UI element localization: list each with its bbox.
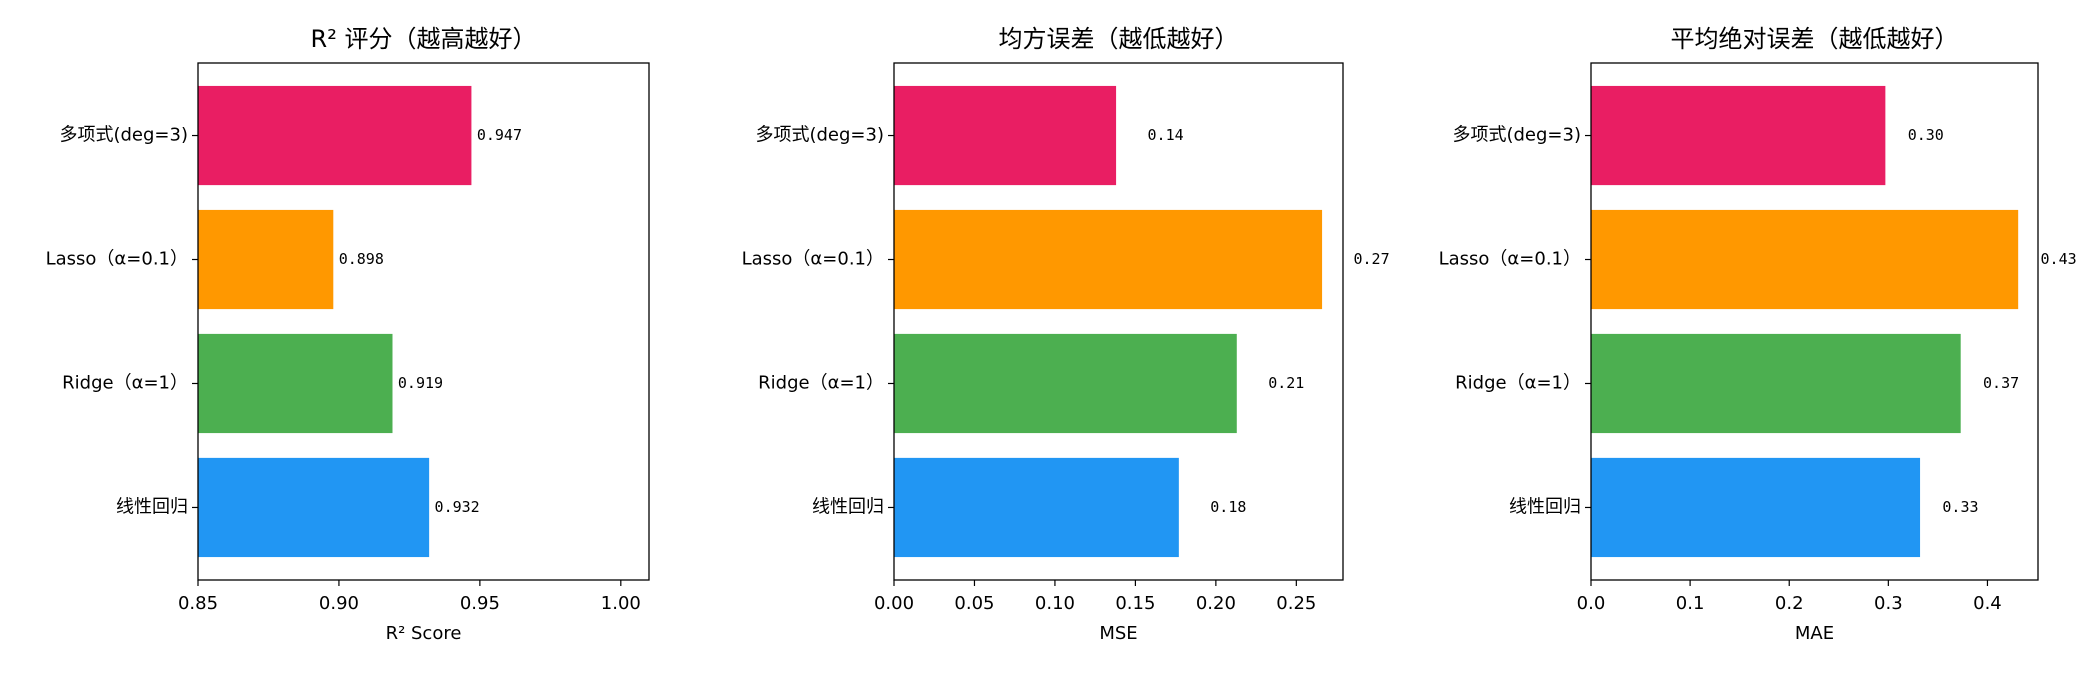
y-tick-label: 多项式(deg=3) [755, 125, 884, 146]
x-tick-label: 0.00 [874, 593, 914, 614]
bar [1591, 85, 1886, 186]
x-axis-label: MSE [1099, 623, 1137, 644]
bar [1591, 209, 2019, 310]
x-axis-label: R² Score [386, 623, 462, 644]
axes-frame [893, 62, 1344, 581]
chart-title: 平均绝对误差（越低越好） [1671, 25, 1959, 53]
bar [198, 457, 430, 558]
value-label: 0.919 [398, 374, 443, 392]
bar [1591, 457, 1921, 558]
x-tick-label: 0.20 [1196, 593, 1236, 614]
x-tick-label: 0.05 [954, 593, 994, 614]
x-tick-label: 0.90 [319, 593, 359, 614]
value-label: 0.27 [1354, 250, 1390, 268]
value-label: 0.37 [1983, 374, 2019, 392]
y-tick-label: 多项式(deg=3) [1452, 125, 1581, 146]
value-label: 0.947 [477, 126, 522, 144]
x-tick-label: 0.2 [1775, 593, 1804, 614]
x-axis-label: MAE [1795, 623, 1834, 644]
y-tick-label: Lasso（α=0.1） [1439, 249, 1581, 270]
value-label: 0.18 [1210, 498, 1246, 516]
value-label: 0.43 [2041, 250, 2077, 268]
y-tick-label: Lasso（α=0.1） [46, 249, 188, 270]
axes-frame [1590, 62, 2039, 581]
value-label: 0.14 [1148, 126, 1184, 144]
bar [1591, 333, 1961, 434]
value-label: 0.21 [1268, 374, 1304, 392]
y-tick-label: Ridge（α=1） [1455, 372, 1581, 393]
y-tick-label: Ridge（α=1） [62, 372, 188, 393]
chart-title: 均方误差（越低越好） [999, 25, 1239, 53]
y-tick-label: 多项式(deg=3) [59, 125, 188, 146]
x-tick-label: 0.0 [1577, 593, 1606, 614]
value-label: 0.932 [435, 498, 480, 516]
value-label: 0.30 [1908, 126, 1944, 144]
bar [198, 333, 393, 434]
x-tick-label: 0.95 [460, 593, 500, 614]
x-tick-label: 0.25 [1276, 593, 1316, 614]
x-tick-label: 0.1 [1676, 593, 1705, 614]
bar [894, 85, 1117, 186]
bar [894, 209, 1323, 310]
value-label: 0.898 [339, 250, 384, 268]
value-label: 0.33 [1942, 498, 1978, 516]
chart-title: R² 评分（越高越好） [311, 25, 537, 53]
y-tick-label: 线性回归 [1509, 496, 1581, 517]
bar [198, 209, 334, 310]
bar [894, 333, 1237, 434]
y-tick-label: 线性回归 [812, 496, 884, 517]
x-tick-label: 0.10 [1035, 593, 1075, 614]
x-tick-label: 0.3 [1874, 593, 1903, 614]
y-tick-label: Ridge（α=1） [758, 372, 884, 393]
x-tick-label: 0.4 [1973, 593, 2002, 614]
x-tick-label: 0.15 [1115, 593, 1155, 614]
x-tick-label: 1.00 [601, 593, 641, 614]
bar [198, 85, 472, 186]
bar [894, 457, 1179, 558]
axes-frame [197, 62, 650, 581]
y-tick-label: 线性回归 [116, 496, 188, 517]
y-tick-label: Lasso（α=0.1） [742, 249, 884, 270]
x-tick-label: 0.85 [178, 593, 218, 614]
